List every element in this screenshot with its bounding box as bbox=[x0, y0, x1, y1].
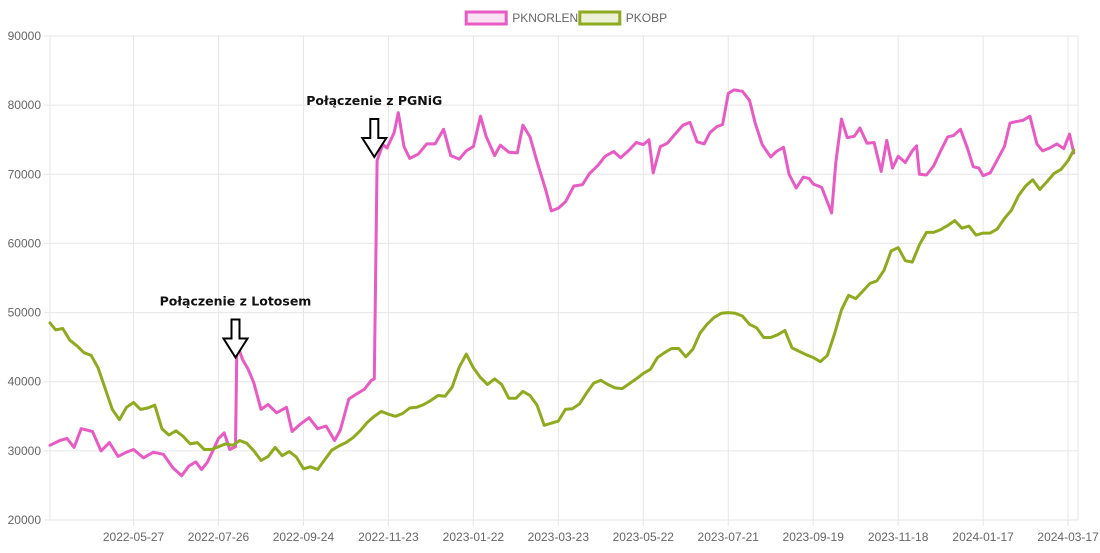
y-tick-label: 70000 bbox=[8, 167, 42, 181]
annotation-arrow bbox=[360, 118, 389, 159]
x-tick-label: 2024-01-17 bbox=[952, 530, 1014, 544]
legend-swatch bbox=[578, 10, 622, 26]
x-axis: 2022-05-27 2022-07-26 2022-09-24 2022-11-23… bbox=[103, 530, 1099, 544]
annotation-label: Połączenie z Lotosem bbox=[160, 294, 312, 309]
series-lines bbox=[48, 88, 1076, 478]
legend-label: PKNORLEN bbox=[512, 11, 578, 25]
x-tick-label: 2023-07-21 bbox=[698, 530, 760, 544]
y-tick-label: 80000 bbox=[8, 98, 42, 112]
y-tick-label: 40000 bbox=[8, 375, 42, 389]
x-tick-label: 2022-07-26 bbox=[188, 530, 250, 544]
series-line-pkobp bbox=[48, 148, 1076, 471]
x-tick-label: 2023-11-18 bbox=[868, 530, 929, 544]
x-tick-label: 2022-09-24 bbox=[273, 530, 335, 544]
annotation: Połączenie z PGNiG bbox=[306, 93, 442, 159]
annotation-label: Połączenie z PGNiG bbox=[306, 93, 442, 108]
x-tick-label: 2024-03-17 bbox=[1037, 530, 1099, 544]
legend[interactable]: PKNORLEN PKOBP bbox=[464, 10, 667, 26]
y-axis: 20000 30000 40000 50000 60000 70000 80000 90000 bbox=[8, 29, 42, 527]
x-tick-label: 2022-11-23 bbox=[358, 530, 419, 544]
legend-swatch bbox=[464, 10, 508, 26]
y-tick-label: 30000 bbox=[8, 444, 42, 458]
grid bbox=[44, 35, 1079, 526]
annotation-arrow bbox=[221, 318, 250, 360]
y-tick-label: 60000 bbox=[8, 236, 42, 250]
x-tick-label: 2023-03-23 bbox=[528, 530, 590, 544]
x-tick-label: 2023-05-22 bbox=[613, 530, 675, 544]
legend-label: PKOBP bbox=[626, 11, 667, 25]
annotation: Połączenie z Lotosem bbox=[160, 294, 312, 360]
y-tick-label: 90000 bbox=[8, 29, 42, 43]
x-tick-label: 2022-05-27 bbox=[103, 530, 165, 544]
legend-item-pkobp[interactable]: PKOBP bbox=[578, 10, 667, 26]
y-tick-label: 50000 bbox=[8, 306, 42, 320]
legend-item-pknorlen[interactable]: PKNORLEN bbox=[464, 10, 578, 26]
x-tick-label: 2023-09-19 bbox=[783, 530, 845, 544]
x-tick-label: 2023-01-22 bbox=[443, 530, 505, 544]
annotations: Połączenie z Lotosem Połączenie z PGNiG bbox=[160, 93, 442, 360]
y-tick-label: 20000 bbox=[8, 513, 42, 527]
